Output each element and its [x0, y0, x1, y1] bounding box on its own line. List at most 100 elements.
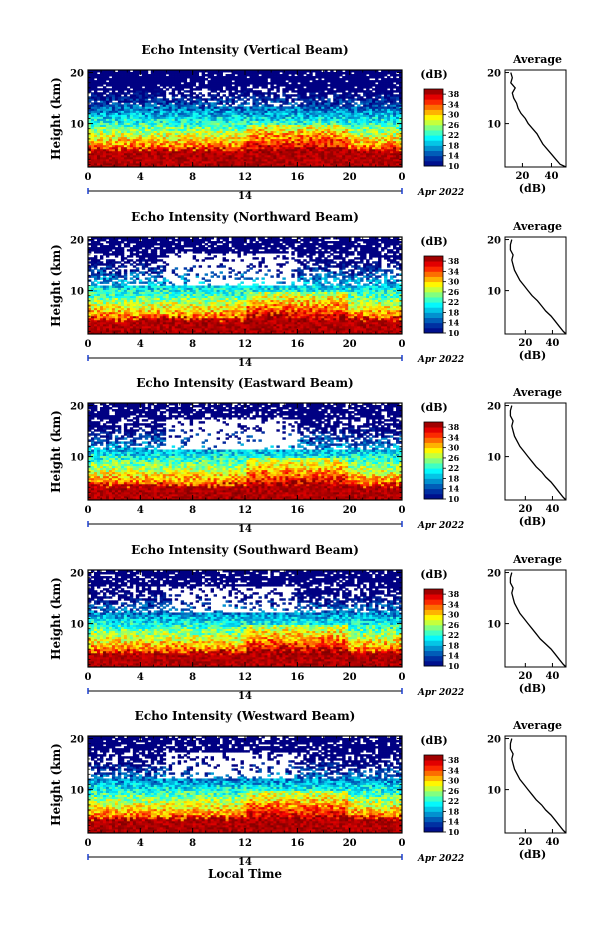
panel-3: Echo Intensity (Eastward Beam)0 4 8 12 16 20 0… [49, 376, 567, 535]
y-axis-label: Height (km) [49, 244, 63, 327]
profile-frame [504, 402, 567, 501]
average-profile: Average 10 20 20 40(dB) [487, 220, 567, 362]
profile-frame [504, 569, 567, 668]
date-month-year: Apr 2022 [417, 854, 464, 864]
profile-y-tick-label: 10 [487, 453, 501, 464]
colorbar-tick-label: 22 [448, 630, 459, 640]
colorbar-tick-label: 34 [448, 266, 460, 276]
date-marker: 14 Apr 2022 [87, 688, 464, 702]
x-axis-ticks: 0 4 8 12 16 20 0 [85, 736, 406, 849]
x-tick-label: 4 [137, 172, 144, 183]
echo-heatmap [88, 736, 403, 834]
panel-title: Echo Intensity (Southward Beam) [131, 543, 359, 557]
x-tick-label: 20 [343, 838, 357, 849]
profile-frame [504, 69, 567, 168]
profile-frame [504, 735, 567, 834]
colorbar-tick-label: 38 [448, 755, 460, 765]
profile-title: Average [512, 553, 562, 566]
colorbar-tick-label: 38 [448, 89, 460, 99]
date-marker: 14 Apr 2022 [87, 355, 464, 369]
y-axis-label: Height (km) [49, 77, 63, 160]
profile-title: Average [512, 719, 562, 732]
colorbar-tick-label: 30 [448, 277, 460, 287]
profile-y-tick-label: 20 [487, 569, 501, 580]
y-tick-label: 10 [70, 287, 84, 298]
x-tick-label: 16 [290, 505, 304, 516]
profile-x-tick-label: 20 [518, 837, 532, 848]
profile-title: Average [512, 53, 562, 66]
x-tick-label: 0 [399, 339, 406, 350]
profile-y-tick-label: 10 [487, 287, 501, 298]
profile-y-tick-label: 20 [487, 735, 501, 746]
colorbar-tick-label: 22 [448, 297, 459, 307]
profile-line [509, 572, 567, 668]
colorbar-tick-label: 10 [448, 328, 460, 338]
colorbar-tick-label: 22 [448, 130, 459, 140]
x-tick-label: 16 [290, 672, 304, 683]
average-profile: Average 10 20 20 40(dB) [487, 53, 567, 195]
x-axis-ticks: 0 4 8 12 16 20 0 [85, 70, 406, 183]
profile-x-tick-label: 20 [515, 171, 529, 182]
x-tick-label: 0 [85, 172, 92, 183]
profile-x-tick-label: 40 [545, 837, 559, 848]
colorbar-tick-label: 18 [448, 640, 460, 650]
y-axis-label: Height (km) [49, 577, 63, 660]
profile-line [510, 72, 567, 168]
date-day: 14 [238, 691, 252, 702]
x-tick-label: 20 [343, 339, 357, 350]
x-axis-ticks: 0 4 8 12 16 20 0 [85, 403, 406, 516]
date-month-year: Apr 2022 [417, 355, 464, 365]
date-marker: 14 Apr 2022 [87, 521, 464, 535]
date-month-year: Apr 2022 [417, 188, 464, 198]
colorbar-tick-label: 38 [448, 589, 460, 599]
average-profile: Average 10 20 20 40(dB) [487, 386, 567, 528]
profile-x-label: (dB) [519, 182, 546, 195]
panel-1: Echo Intensity (Vertical Beam)0 4 8 12 16 20 0… [49, 43, 567, 202]
echo-heatmap [88, 237, 403, 335]
profile-x-label: (dB) [519, 349, 546, 362]
x-tick-label: 4 [137, 505, 144, 516]
date-day: 14 [238, 857, 252, 868]
x-tick-label: 4 [137, 672, 144, 683]
colorbar-tick-label: 26 [448, 287, 460, 297]
x-tick-label: 16 [290, 339, 304, 350]
colorbar-tick-label: 34 [448, 599, 460, 609]
profile-x-tick-label: 40 [545, 338, 559, 349]
date-marker: 14 Apr 2022 [87, 188, 464, 202]
colorbar-tick-label: 26 [448, 120, 460, 130]
profile-line [509, 239, 567, 335]
profile-x-label: (dB) [519, 515, 546, 528]
x-tick-label: 12 [238, 505, 252, 516]
date-day: 14 [238, 191, 252, 202]
panel-4: Echo Intensity (Southward Beam) 0 4 8 12 16 20… [49, 543, 567, 702]
x-tick-label: 20 [343, 672, 357, 683]
average-profile: Average 10 20 20 40(dB) [487, 719, 567, 861]
colorbar-tick-label: 18 [448, 473, 460, 483]
x-tick-label: 12 [238, 672, 252, 683]
y-tick-label: 20 [70, 569, 84, 580]
y-tick-label: 20 [70, 69, 84, 80]
date-day: 14 [238, 358, 252, 369]
profile-x-tick-label: 20 [518, 338, 532, 349]
y-axis-ticks: 10 20 [70, 402, 402, 498]
profile-y-tick-label: 10 [487, 120, 501, 131]
profile-y-tick-label: 20 [487, 69, 501, 80]
x-tick-label: 0 [399, 172, 406, 183]
colorbar-tick-label: 10 [448, 494, 460, 504]
colorbar-label: (dB) [420, 235, 447, 248]
y-axis-label: Height (km) [49, 410, 63, 493]
x-tick-label: 0 [85, 339, 92, 350]
colorbar-tick-label: 14 [448, 651, 460, 661]
date-month-year: Apr 2022 [417, 521, 464, 531]
colorbar-tick-label: 10 [448, 827, 460, 837]
colorbar-tick-label: 18 [448, 140, 460, 150]
panel-title: Echo Intensity (Vertical Beam) [141, 43, 348, 57]
profile-title: Average [512, 386, 562, 399]
x-tick-label: 4 [137, 339, 144, 350]
panel-5: Echo Intensity (Westward Beam)0 4 8 12 16 20 0… [49, 709, 567, 881]
y-tick-label: 10 [70, 120, 84, 131]
colorbar-tick-label: 22 [448, 796, 459, 806]
colorbar-tick-label: 26 [448, 620, 460, 630]
